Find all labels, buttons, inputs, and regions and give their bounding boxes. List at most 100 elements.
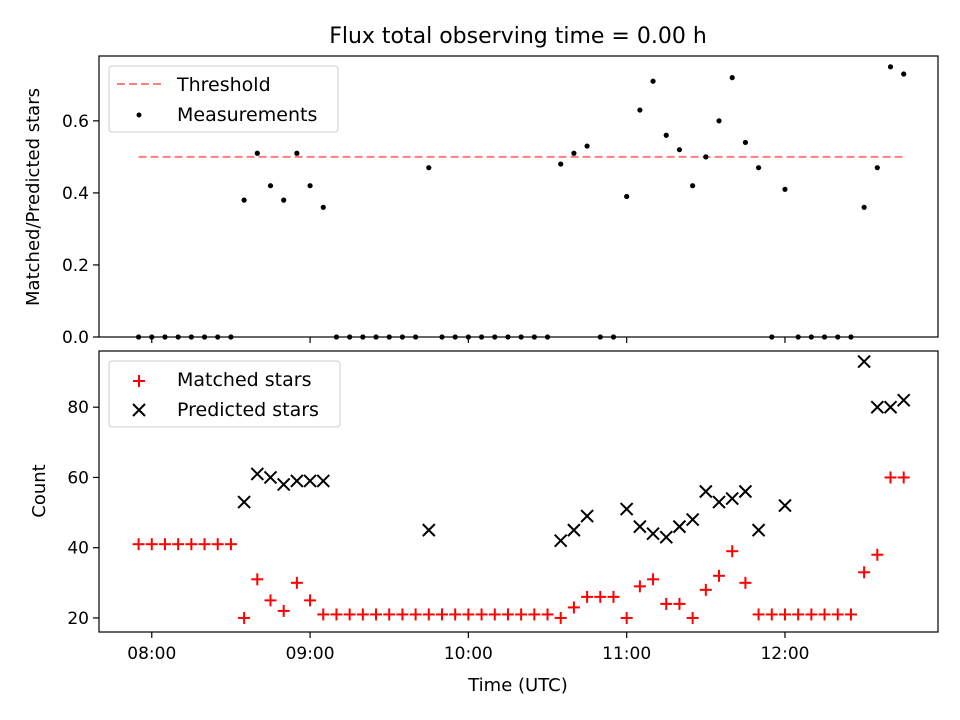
predicted-stars-point xyxy=(237,495,251,509)
matched-stars-point xyxy=(713,569,726,582)
measurement-point xyxy=(795,334,801,340)
predicted-stars-point xyxy=(263,470,278,485)
matched-stars-point xyxy=(422,608,435,621)
x-axis-label: Time (UTC) xyxy=(467,675,568,696)
matched-stars-point xyxy=(541,608,554,621)
matched-stars-point xyxy=(660,597,673,610)
matched-stars-point xyxy=(356,608,369,621)
matched-stars-point xyxy=(343,608,356,621)
matched-stars-point xyxy=(607,590,620,603)
predicted-stars-point xyxy=(870,400,885,414)
matched-stars-point xyxy=(726,545,739,558)
matched-stars-point xyxy=(132,538,145,551)
predicted-stars-point xyxy=(316,474,330,488)
matched-stars-point xyxy=(185,538,198,551)
measurement-point xyxy=(320,204,326,210)
measurement-point xyxy=(729,75,735,81)
measurement-point xyxy=(505,334,511,340)
measurement-point xyxy=(755,165,762,171)
measurement-point xyxy=(333,334,340,340)
measurement-point xyxy=(135,334,142,340)
measurement-point xyxy=(742,139,748,146)
measurement-point xyxy=(676,147,683,153)
predicted-stars-point xyxy=(646,526,660,541)
matched-stars-point xyxy=(858,566,871,579)
count-x-tick-label: 11:00 xyxy=(602,644,651,664)
legend-measurements-swatch xyxy=(136,112,142,118)
ratio-legend-frame xyxy=(108,65,339,133)
measurement-point xyxy=(624,193,630,200)
matched-stars-point xyxy=(844,608,857,621)
predicted-stars-point xyxy=(738,484,753,499)
predicted-stars-point xyxy=(896,393,911,407)
measurement-point xyxy=(307,183,313,189)
matched-stars-point xyxy=(290,576,303,589)
count-y-tick-label: 40 xyxy=(67,539,89,559)
matched-stars-point xyxy=(211,538,224,551)
count-x-tick-label: 12:00 xyxy=(760,644,809,664)
count-plot-frame xyxy=(98,350,939,633)
count-y-tick-label: 80 xyxy=(67,398,89,418)
legend-threshold-label: Threshold xyxy=(176,74,271,96)
matched-stars-point xyxy=(594,590,607,603)
matched-stars-point xyxy=(673,597,686,610)
matched-stars-point xyxy=(317,608,330,621)
count-y-ticks: 20 40 60 80 xyxy=(67,398,99,629)
measurement-point xyxy=(413,334,419,340)
measurement-point xyxy=(637,107,643,113)
count-x-tick-label: 09:00 xyxy=(286,644,335,664)
matched-stars-point xyxy=(330,608,343,621)
predicted-stars-point xyxy=(778,498,792,513)
predicted-stars-point xyxy=(712,495,726,509)
matched-stars-point xyxy=(884,471,897,484)
matched-stars-point xyxy=(158,538,171,551)
measurement-point xyxy=(228,334,234,340)
measurement-point xyxy=(571,150,577,156)
ratio-panel: 0.0 0.2 0.4 0.6 Matched/Predicted stars Thr… xyxy=(23,55,939,348)
measurement-point xyxy=(558,161,564,167)
ratio-y-axis-label: Matched/Predicted stars xyxy=(23,88,44,306)
measurement-point xyxy=(439,334,445,340)
measurement-point xyxy=(149,334,155,340)
count-y-tick-label: 60 xyxy=(67,468,89,488)
predicted-stars-point xyxy=(303,474,317,488)
count-x-ticks: 08:00 09:00 10:00 11:00 12:00 xyxy=(127,632,809,664)
predicted-stars-point xyxy=(725,491,739,506)
predicted-stars-point xyxy=(685,512,700,527)
measurement-point xyxy=(294,150,300,156)
matched-stars-point xyxy=(567,601,580,614)
matched-stars-point xyxy=(172,538,185,551)
predicted-stars-point xyxy=(276,477,291,492)
count-x-tick-label: 10:00 xyxy=(444,644,493,664)
measurement-point xyxy=(821,334,828,340)
measurement-point xyxy=(267,183,274,189)
ratio-y-tick-label: 0.4 xyxy=(62,184,89,204)
matched-stars-point xyxy=(198,538,211,551)
matched-stars-point xyxy=(818,608,831,621)
matched-stars-point xyxy=(409,608,422,621)
ratio-legend: Threshold Measurements xyxy=(108,65,339,133)
measurement-point xyxy=(874,165,880,171)
matched-stars-point xyxy=(304,594,317,607)
predicted-stars-point xyxy=(633,519,647,534)
matched-stars-point xyxy=(831,608,844,621)
measurement-point xyxy=(584,143,590,149)
measurement-point xyxy=(478,334,485,340)
matched-stars-point xyxy=(805,608,818,621)
predicted-stars-point xyxy=(659,530,673,544)
legend-matched-label: Matched stars xyxy=(177,369,311,391)
matched-stars-point xyxy=(792,608,805,621)
predicted-stars-point xyxy=(250,467,265,481)
ratio-x-ticks xyxy=(151,337,786,343)
predicted-stars-point xyxy=(619,502,634,516)
matched-stars-point xyxy=(277,604,290,617)
matched-stars-point xyxy=(554,611,567,624)
matched-stars-point xyxy=(449,608,462,621)
matched-stars-point xyxy=(515,608,528,621)
measurement-point xyxy=(452,334,458,340)
predicted-stars-point xyxy=(672,519,687,534)
measurement-point xyxy=(215,334,221,340)
count-legend: Matched stars Predicted stars xyxy=(108,360,341,428)
measurement-point xyxy=(465,334,471,340)
matched-stars-point xyxy=(765,608,778,621)
